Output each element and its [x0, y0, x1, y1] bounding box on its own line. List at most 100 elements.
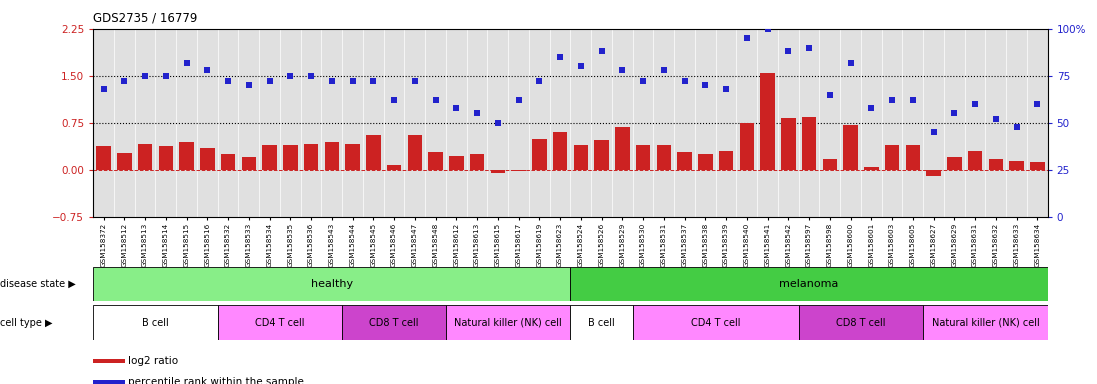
Bar — [138, 144, 152, 170]
Point — [841, 60, 859, 66]
Bar — [449, 156, 464, 170]
Bar — [342, 305, 446, 340]
Bar — [93, 305, 217, 340]
Point — [925, 129, 942, 136]
Bar — [905, 145, 920, 170]
Bar — [781, 119, 795, 170]
Bar — [159, 146, 173, 170]
Text: CD4 T cell: CD4 T cell — [691, 318, 740, 328]
Bar — [283, 145, 297, 170]
Bar — [864, 167, 879, 170]
Point — [780, 48, 798, 55]
Point — [94, 86, 112, 92]
Bar — [262, 145, 276, 170]
Bar — [117, 153, 132, 170]
Bar — [1009, 161, 1024, 170]
Bar — [200, 148, 215, 170]
Point — [323, 78, 340, 84]
Bar — [446, 305, 570, 340]
Bar — [595, 140, 609, 170]
Point — [904, 97, 921, 103]
Text: percentile rank within the sample: percentile rank within the sample — [128, 377, 304, 384]
Point — [634, 78, 652, 84]
Bar — [553, 132, 567, 170]
Point — [178, 60, 195, 66]
Point — [199, 67, 216, 73]
Text: healthy: healthy — [310, 279, 353, 289]
Point — [676, 78, 693, 84]
Bar — [799, 305, 924, 340]
Text: cell type ▶: cell type ▶ — [0, 318, 53, 328]
Bar — [408, 136, 422, 170]
Point — [572, 63, 589, 70]
Bar — [947, 157, 962, 170]
Point — [385, 97, 403, 103]
Point — [946, 111, 963, 117]
Bar — [304, 144, 318, 170]
Bar — [615, 127, 630, 170]
Bar — [636, 145, 651, 170]
Point — [987, 116, 1005, 122]
Bar — [93, 267, 570, 301]
Bar — [574, 145, 588, 170]
Bar — [656, 145, 671, 170]
Bar — [241, 157, 256, 170]
Bar — [570, 305, 633, 340]
Text: Natural killer (NK) cell: Natural killer (NK) cell — [931, 318, 1039, 328]
Bar — [1030, 162, 1044, 170]
Bar — [470, 154, 485, 170]
Bar — [698, 154, 713, 170]
Point — [717, 86, 735, 92]
Point — [489, 120, 507, 126]
Bar — [220, 154, 236, 170]
Point — [468, 111, 486, 117]
Bar — [633, 305, 799, 340]
Bar — [968, 151, 982, 170]
Point — [343, 78, 361, 84]
Bar — [179, 142, 194, 170]
Bar — [988, 159, 1003, 170]
Bar — [387, 165, 402, 170]
Point — [448, 105, 465, 111]
Text: GDS2735 / 16779: GDS2735 / 16779 — [93, 12, 197, 25]
Point — [966, 101, 984, 107]
Point — [1029, 101, 1047, 107]
Text: B cell: B cell — [588, 318, 615, 328]
Bar — [325, 142, 339, 170]
Bar — [926, 170, 941, 176]
Bar — [346, 144, 360, 170]
Point — [759, 26, 777, 32]
Point — [240, 82, 258, 88]
Point — [510, 97, 528, 103]
Point — [136, 73, 154, 79]
Bar — [885, 145, 900, 170]
Point — [552, 54, 569, 60]
Bar — [844, 125, 858, 170]
Point — [592, 48, 610, 55]
Bar — [511, 170, 525, 171]
Point — [613, 67, 631, 73]
Point — [303, 73, 320, 79]
Point — [219, 78, 237, 84]
Point — [406, 78, 423, 84]
Bar — [217, 305, 342, 340]
Point — [655, 67, 672, 73]
Bar — [490, 170, 505, 173]
Point — [883, 97, 901, 103]
Text: CD4 T cell: CD4 T cell — [256, 318, 305, 328]
Point — [821, 91, 838, 98]
Bar — [532, 139, 546, 170]
Bar — [428, 152, 443, 170]
Point — [862, 105, 880, 111]
Point — [800, 45, 817, 51]
Text: disease state ▶: disease state ▶ — [0, 279, 76, 289]
Text: log2 ratio: log2 ratio — [128, 356, 178, 366]
Text: B cell: B cell — [143, 318, 169, 328]
Point — [697, 82, 714, 88]
Bar — [802, 117, 816, 170]
Bar — [924, 305, 1048, 340]
Point — [115, 78, 133, 84]
Point — [427, 97, 444, 103]
Text: Natural killer (NK) cell: Natural killer (NK) cell — [454, 318, 562, 328]
Point — [738, 35, 756, 41]
